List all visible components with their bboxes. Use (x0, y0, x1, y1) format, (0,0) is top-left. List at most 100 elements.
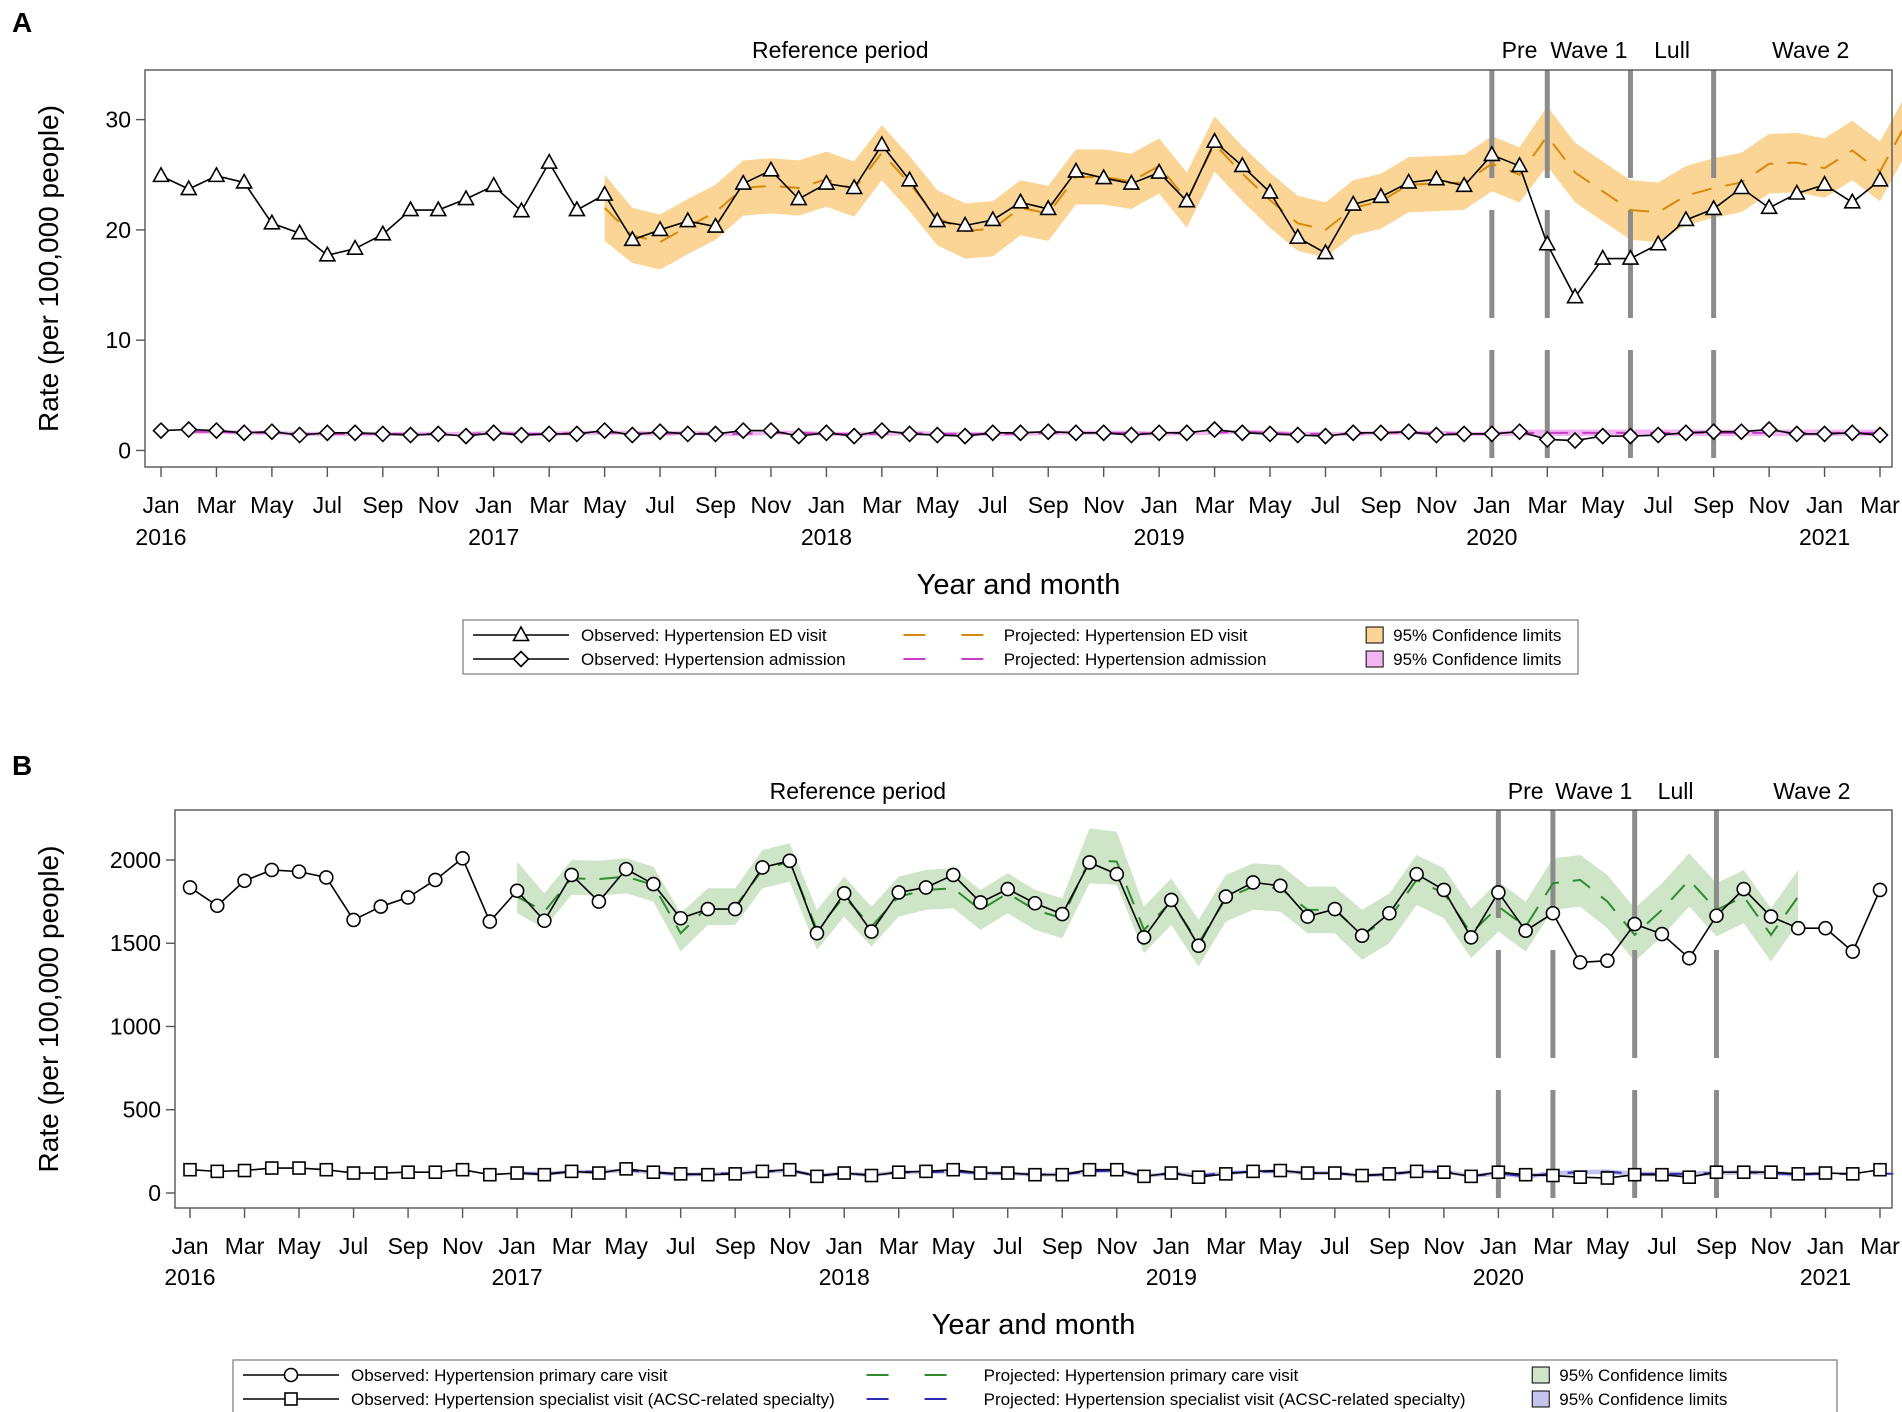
data-point (1000, 881, 1016, 897)
x-tick-label: Jul (313, 492, 342, 518)
data-point (457, 189, 475, 206)
data-point (706, 216, 725, 233)
x-tick-label: May (250, 492, 294, 518)
legend-label: 95% Confidence limits (1559, 1366, 1727, 1385)
data-point (1191, 1170, 1206, 1184)
legend-label: 95% Confidence limits (1393, 626, 1561, 645)
data-point (845, 427, 863, 445)
x-tick-label: Jul (993, 1233, 1022, 1259)
data-point (1732, 178, 1751, 195)
x-tick-label: Sep (1369, 1233, 1410, 1259)
data-point (1436, 882, 1452, 898)
data-point (537, 1167, 552, 1182)
x-tick-label: Mar (197, 492, 237, 518)
data-point (1372, 424, 1390, 442)
data-point (984, 424, 1002, 442)
x-tick-label: Sep (1696, 1233, 1737, 1259)
data-point (817, 173, 836, 190)
data-point (591, 894, 607, 909)
data-point (182, 880, 198, 895)
data-point (1463, 930, 1479, 945)
data-point (207, 421, 226, 440)
x-tick-label: May (277, 1233, 321, 1259)
x-tick-label: May (1259, 1233, 1303, 1259)
x-tick-label: Jan (1153, 1233, 1190, 1259)
data-point (1518, 923, 1533, 939)
data-point (1246, 1164, 1260, 1179)
data-point (1400, 423, 1418, 441)
data-point (374, 1166, 388, 1180)
chart-legend: Observed: Hypertension ED visit Projected… (462, 619, 1579, 675)
data-point (734, 173, 753, 190)
legend-label: Observed: Hypertension specialist visit … (351, 1390, 835, 1409)
y-tick-label: 2000 (110, 847, 161, 873)
data-point (428, 872, 443, 888)
x-tick-label: May (931, 1233, 975, 1259)
data-point (373, 224, 392, 241)
x-tick-label: Mar (1860, 1233, 1900, 1259)
data-point (891, 1165, 906, 1179)
data-point (1760, 420, 1778, 439)
data-point (1095, 424, 1113, 442)
data-point (1427, 426, 1446, 444)
data-point (1205, 420, 1224, 439)
y-tick-label: 30 (105, 107, 131, 133)
data-point (1399, 172, 1418, 189)
data-point (512, 426, 531, 444)
data-point (623, 230, 642, 247)
data-point (1409, 866, 1424, 882)
x-tick-label: Mar (225, 1233, 265, 1259)
x-tick-label: Nov (1751, 1233, 1792, 1259)
data-point (1273, 878, 1288, 894)
data-point (537, 913, 552, 929)
data-point (1233, 424, 1251, 442)
chart-panel-B: B 0 500 1000 1500 2000 Rate (per 100,000 peopl… (12, 750, 1902, 1412)
data-point (845, 178, 864, 195)
data-point (595, 184, 614, 201)
data-point (429, 200, 448, 217)
data-point (564, 1164, 579, 1179)
data-point (1178, 424, 1196, 442)
data-point (623, 426, 641, 444)
x-tick-label: Jan (171, 1233, 208, 1259)
legend-label: Observed: Hypertension ED visit (581, 626, 827, 645)
data-point (595, 421, 614, 440)
x-tick-label: Jan (1473, 492, 1510, 518)
x-tick-label: May (604, 1233, 648, 1259)
data-point (673, 910, 688, 926)
data-point (237, 873, 252, 889)
data-point (646, 876, 661, 892)
x-tick-label: May (583, 492, 627, 518)
data-point (1843, 192, 1862, 209)
data-point (1245, 875, 1261, 890)
data-point (1218, 889, 1234, 904)
data-point (1788, 425, 1806, 443)
data-point (346, 912, 361, 928)
data-point (1094, 168, 1113, 185)
data-point (1873, 1162, 1887, 1177)
period-label: Wave 2 (1773, 778, 1850, 804)
x-tick-label: May (1586, 1233, 1630, 1259)
x-tick-label: Sep (1028, 492, 1069, 518)
data-point (817, 424, 836, 442)
data-point (1732, 423, 1751, 441)
data-point (1510, 156, 1529, 173)
data-point (973, 1166, 988, 1180)
data-point (619, 1162, 633, 1176)
y-tick-label: 20 (105, 217, 131, 243)
legend-label: 95% Confidence limits (1393, 650, 1561, 669)
legend-marker (283, 1367, 299, 1383)
data-point (701, 1167, 715, 1182)
data-point (183, 1162, 197, 1177)
data-point (1164, 1166, 1179, 1180)
legend-label: Projected: Hypertension primary care vis… (984, 1366, 1299, 1385)
data-point (928, 426, 946, 444)
x-tick-label: Sep (1042, 1233, 1083, 1259)
data-point (919, 1164, 933, 1179)
period-label: Lull (1654, 37, 1690, 63)
x-tick-label: Mar (552, 1233, 592, 1259)
legend-band-swatch (1531, 1366, 1550, 1384)
data-point (651, 220, 669, 237)
data-point (973, 895, 988, 910)
data-point (789, 189, 808, 206)
